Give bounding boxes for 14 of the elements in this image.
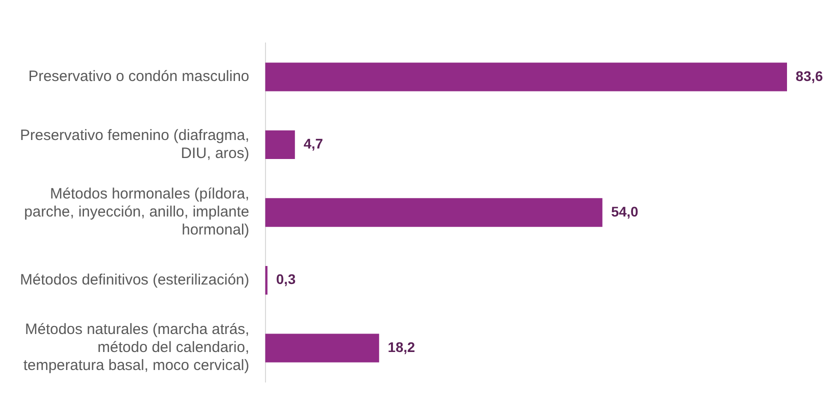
data-label: 54,0 (611, 203, 639, 220)
data-label: 4,7 (304, 136, 324, 152)
y-tick-label: Métodos definitivos (esterilización) (20, 271, 250, 288)
data-label: 83,6 (796, 68, 824, 84)
bar (265, 334, 380, 362)
y-tick-label: Preservativo femenino (diafragma, DIU, aros) (20, 126, 250, 162)
bar (265, 130, 295, 160)
y-tick-label: Métodos hormonales (píldora, parche, inyección, anillo, implante hormonal) (24, 186, 250, 239)
y-tick-label: Preservativo o condón masculino (28, 68, 250, 86)
data-label: 18,2 (388, 338, 416, 355)
bar (265, 62, 788, 92)
y-tick-label: Métodos naturales (marcha atrás, método del calendario, temperatura basal, moco cervical) (23, 321, 250, 374)
bar (265, 198, 602, 227)
data-label: 0,3 (276, 271, 296, 288)
